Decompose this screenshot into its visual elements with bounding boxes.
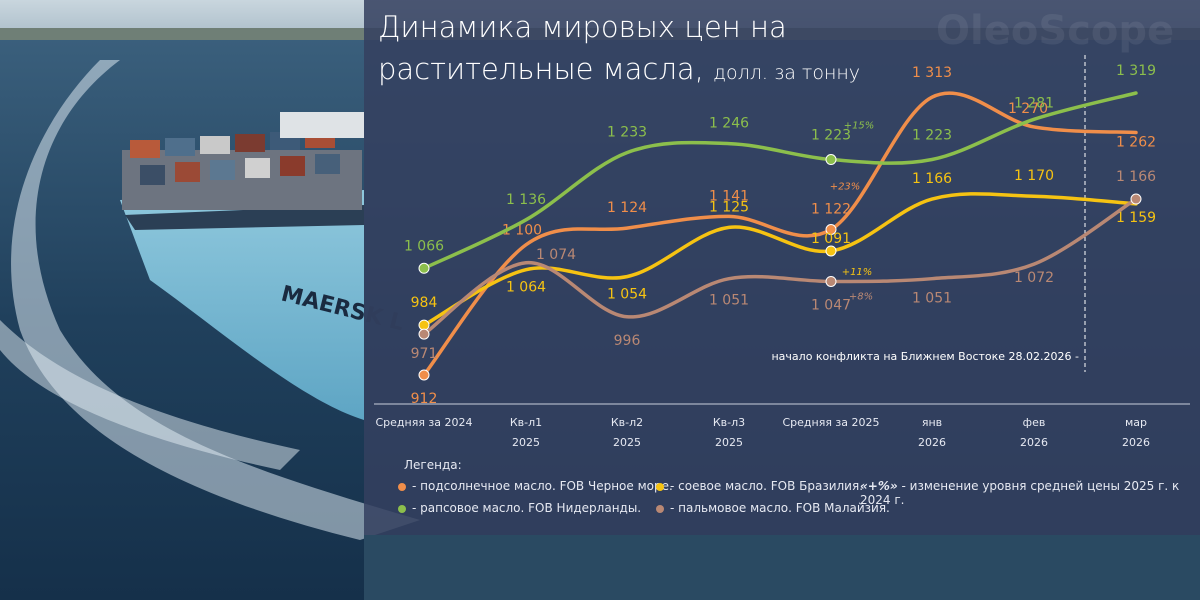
series-marker-soybean: [825, 245, 837, 257]
data-label-soybean: 1 091: [811, 231, 851, 247]
data-label-palm: 1 051: [912, 291, 952, 307]
series-marker-sunflower: [825, 223, 837, 235]
data-label-rapeseed: 1 281: [1014, 95, 1054, 111]
series-line-sunflower: [422, 91, 1138, 377]
legend: Легенда: - подсолнечное масло. FOB Черно…: [384, 456, 1184, 526]
title-unit: долл. за тонну: [713, 62, 861, 84]
legend-dot-sunflower: [398, 482, 406, 491]
data-label-palm: 1 074: [536, 247, 576, 263]
x-tick-label-year: 2026: [918, 436, 946, 449]
data-label-rapeseed: 1 136: [506, 192, 546, 208]
data-label-rapeseed: 1 319: [1116, 63, 1156, 79]
x-tick-label-year: 2025: [512, 436, 540, 449]
legend-item-sunflower: - подсолнечное масло. FOB Черное море.: [398, 479, 673, 493]
data-label-sunflower: 1 313: [912, 65, 952, 81]
x-tick-label: фев: [1023, 416, 1046, 429]
series-marker-rapeseed: [418, 262, 430, 274]
change-label-palm: +8%: [849, 291, 873, 302]
x-tick-label-year: 2025: [613, 436, 641, 449]
x-tick-label: мар: [1125, 416, 1147, 429]
data-label-sunflower: 912: [411, 391, 438, 407]
legend-label: - пальмовое масло. FOB Малайзия.: [670, 501, 890, 515]
data-label-palm: 996: [614, 333, 641, 349]
data-label-soybean: 1 159: [1116, 210, 1156, 226]
change-label-rapeseed: +15%: [844, 121, 875, 132]
series-line-soybean: [422, 192, 1138, 327]
legend-dot-rapeseed: [398, 504, 406, 513]
data-label-palm: 1 047: [811, 297, 851, 313]
data-label-rapeseed: 1 246: [709, 116, 749, 132]
legend-title: Легенда:: [404, 458, 462, 472]
x-tick-label-year: 2026: [1020, 436, 1048, 449]
data-label-soybean: 1 166: [912, 171, 952, 187]
data-label-rapeseed: 1 233: [607, 125, 647, 141]
legend-change-note: «+%» - изменение уровня средней цены 202…: [860, 479, 1184, 507]
price-line-chart: Средняя за 2024 Кв-л1 2025 Кв-л2 2025 Кв-л3 20…: [374, 55, 1190, 449]
series-line-palm: [422, 197, 1138, 336]
legend-item-rapeseed: - рапсовое масло. FOB Нидерланды.: [398, 501, 641, 515]
data-label-sunflower: 1 122: [811, 201, 851, 217]
data-label-palm: 1 051: [709, 293, 749, 309]
series-marker-sunflower: [418, 369, 430, 381]
title-text: Динамика мировых цен на растительные мас…: [378, 10, 787, 86]
page-title: Динамика мировых цен на растительные мас…: [378, 6, 938, 94]
data-label-sunflower: 1 270: [1008, 101, 1048, 117]
legend-label: - соевое масло. FOB Бразилия.: [670, 479, 864, 493]
x-tick-label: Средняя за 2024: [375, 416, 472, 429]
data-label-palm: 971: [411, 346, 438, 362]
brand-watermark: OleoScope: [936, 8, 1175, 54]
x-tick-label: Средняя за 2025: [782, 416, 879, 429]
legend-dot-soybean: [656, 482, 664, 491]
legend-change-symbol: «+%»: [860, 479, 898, 493]
data-label-rapeseed: 1 223: [811, 128, 851, 144]
data-label-soybean: 984: [411, 295, 438, 311]
data-label-soybean: 1 054: [607, 287, 647, 303]
series-marker-palm: [825, 275, 837, 287]
data-label-sunflower: 1 124: [607, 200, 647, 216]
legend-item-soybean: - соевое масло. FOB Бразилия.: [656, 479, 863, 493]
data-label-palm: 1 166: [1116, 169, 1156, 185]
legend-label: - подсолнечное масло. FOB Черное море.: [412, 479, 673, 493]
data-label-soybean: 1 170: [1014, 168, 1054, 184]
series-marker-rapeseed: [825, 154, 837, 166]
data-label-rapeseed: 1 066: [404, 238, 444, 254]
x-tick-label-year: 2025: [715, 436, 743, 449]
data-label-palm: 1 072: [1014, 270, 1054, 286]
data-label-soybean: 1 125: [709, 199, 749, 215]
data-label-sunflower: 1 262: [1116, 134, 1156, 150]
x-tick-label: Кв-л1: [510, 416, 542, 429]
data-label-rapeseed: 1 223: [912, 128, 952, 144]
x-tick-label: Кв-л3: [713, 416, 745, 429]
change-label-soybean: +11%: [842, 267, 873, 278]
data-label-soybean: 1 064: [506, 280, 546, 296]
legend-change-text: - изменение уровня средней цены 2025 г. …: [860, 479, 1180, 507]
x-tick-label-year: 2026: [1122, 436, 1150, 449]
legend-item-palm: - пальмовое масло. FOB Малайзия.: [656, 501, 890, 515]
legend-dot-palm: [656, 504, 664, 513]
change-label-sunflower: +23%: [830, 181, 861, 192]
series-marker-palm: [418, 328, 430, 340]
series-marker-soybean: [418, 319, 430, 331]
data-label-sunflower: 1 141: [709, 188, 749, 204]
x-tick-label: янв: [922, 416, 942, 429]
legend-label: - рапсовое масло. FOB Нидерланды.: [412, 501, 642, 515]
x-tick-label: Кв-л2: [611, 416, 643, 429]
series-line-rapeseed: [422, 91, 1138, 271]
conflict-annotation: начало конфликта на Ближнем Востоке 28.0…: [771, 350, 1079, 363]
series-marker-palm: [1130, 193, 1142, 205]
